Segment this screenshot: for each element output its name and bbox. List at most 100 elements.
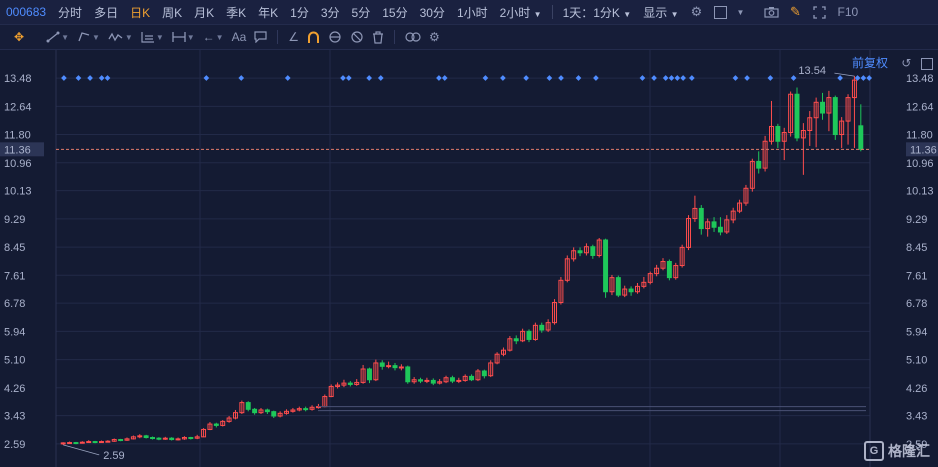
candle-body [156, 437, 162, 440]
event-marker-icon [75, 75, 82, 81]
kline-chart[interactable]: 11.36 11.36 13.54 2.59 13.48 12.64 11.80 10.96… [0, 50, 938, 467]
candle-body [386, 365, 392, 368]
candle-body [788, 93, 794, 134]
tab-daily-k[interactable]: 日K [130, 5, 151, 20]
candle [418, 377, 424, 384]
settings-icon[interactable]: ⚙ [690, 4, 703, 19]
tab-yearly-k[interactable]: 年K [258, 5, 279, 20]
price-tick-left: 10.96 [4, 158, 32, 170]
pattern-tool-icon[interactable]: ▼ [77, 28, 100, 46]
candle-body [737, 202, 743, 212]
tab-1min[interactable]: 1分 [290, 5, 309, 20]
comment-icon[interactable] [254, 28, 267, 46]
hide-icon[interactable] [350, 28, 364, 46]
price-tick-right: 4.26 [906, 383, 927, 395]
event-marker-icon [238, 75, 245, 81]
tab-15min[interactable]: 15分 [382, 5, 408, 20]
candle [92, 440, 98, 444]
candle-body [67, 442, 73, 445]
ruler-icon[interactable]: ∠ [288, 30, 300, 44]
candle-body [851, 79, 857, 99]
stock-code[interactable]: 000683 [6, 5, 47, 19]
event-marker-icon [866, 75, 873, 81]
tab-5min[interactable]: 5分 [351, 5, 371, 20]
chart-overlay: 11.36 11.36 13.54 2.59 [0, 65, 938, 462]
candle [290, 407, 296, 413]
tab-weekly-k[interactable]: 周K [162, 5, 183, 20]
adjust-button[interactable]: 前复权 [852, 56, 889, 70]
tab-2hour-label: 2小时 [499, 5, 531, 20]
candle-body [520, 330, 526, 342]
candle-body [411, 379, 417, 383]
magnet-icon[interactable] [307, 28, 320, 46]
candle [832, 95, 838, 140]
candle-body [373, 362, 379, 381]
candle-body [277, 412, 283, 417]
candle-body [207, 423, 213, 430]
candle [615, 275, 621, 298]
candle [762, 135, 768, 172]
settings-icon[interactable]: ⚙ [429, 30, 440, 44]
candle [79, 441, 85, 444]
fullscreen-icon[interactable] [810, 3, 828, 21]
text-tool-icon[interactable]: Aa [231, 30, 247, 44]
candle [162, 436, 168, 440]
camera-icon[interactable] [762, 3, 780, 21]
candlesticks [60, 76, 864, 445]
candle [67, 441, 73, 445]
candle [354, 379, 360, 386]
tab-3min[interactable]: 3分 [320, 5, 340, 20]
candle-body [583, 246, 589, 254]
candle [398, 364, 404, 371]
display-select[interactable]: 显示 ▼ [637, 4, 684, 21]
measure-tool-icon[interactable]: ▼ [172, 28, 195, 46]
square-checkbox-icon[interactable] [711, 3, 729, 21]
tab-1hour[interactable]: 1小时 [456, 5, 488, 20]
price-tick-left: 11.80 [4, 130, 31, 142]
event-marker-icon [689, 75, 695, 81]
line-tool-icon[interactable]: ▼ [46, 28, 69, 46]
tab-30min[interactable]: 30分 [419, 5, 445, 20]
lock-icon[interactable] [405, 28, 421, 46]
tab-2hour[interactable]: 2小时 ▼ [494, 4, 548, 21]
candle-body [296, 408, 302, 411]
tab-quarterly-k[interactable]: 季K [226, 5, 247, 20]
panel-icon[interactable] [920, 57, 933, 70]
event-marker-icon [744, 75, 750, 81]
candle [373, 359, 379, 382]
chevron-down-icon[interactable]: ▼ [736, 7, 745, 17]
candle-body [781, 132, 787, 142]
candle [232, 409, 238, 420]
crosshair-move-icon[interactable]: ✥ [14, 30, 25, 44]
divider [551, 5, 553, 19]
trash-icon[interactable] [372, 28, 384, 46]
candle [360, 364, 366, 384]
event-marker-icon [546, 75, 553, 81]
candle-body [213, 423, 219, 426]
eye-link-icon[interactable] [328, 28, 342, 46]
range-select[interactable]: 1天：1分K ▼ [557, 4, 638, 21]
fib-tool-icon[interactable]: ▼ [141, 28, 164, 46]
f10-button[interactable]: F10 [837, 5, 859, 19]
candle-body [360, 368, 366, 383]
wave-tool-icon[interactable]: ▼ [108, 28, 133, 46]
arrow-tool-icon[interactable]: ← ▼ [202, 30, 224, 44]
candle-body [800, 130, 806, 139]
candle [366, 367, 372, 384]
candle-body [558, 279, 564, 303]
pen-icon[interactable]: ✎ [790, 4, 801, 19]
event-marker-icon [441, 75, 448, 81]
candle-body [220, 420, 226, 426]
tab-monthly-k[interactable]: 月K [194, 5, 215, 20]
chevron-down-icon: ▼ [124, 32, 133, 42]
candle-body [603, 239, 609, 293]
price-tick-left: 9.29 [4, 214, 25, 226]
candle [692, 195, 698, 222]
price-tick-left: 10.13 [4, 186, 32, 198]
candle [73, 441, 79, 445]
undo-icon[interactable]: ↺ [901, 56, 912, 70]
price-tick-right: 11.80 [906, 130, 933, 142]
tab-timeshare[interactable]: 分时 [58, 5, 83, 20]
candle [666, 259, 672, 281]
tab-multiday[interactable]: 多日 [94, 5, 119, 20]
